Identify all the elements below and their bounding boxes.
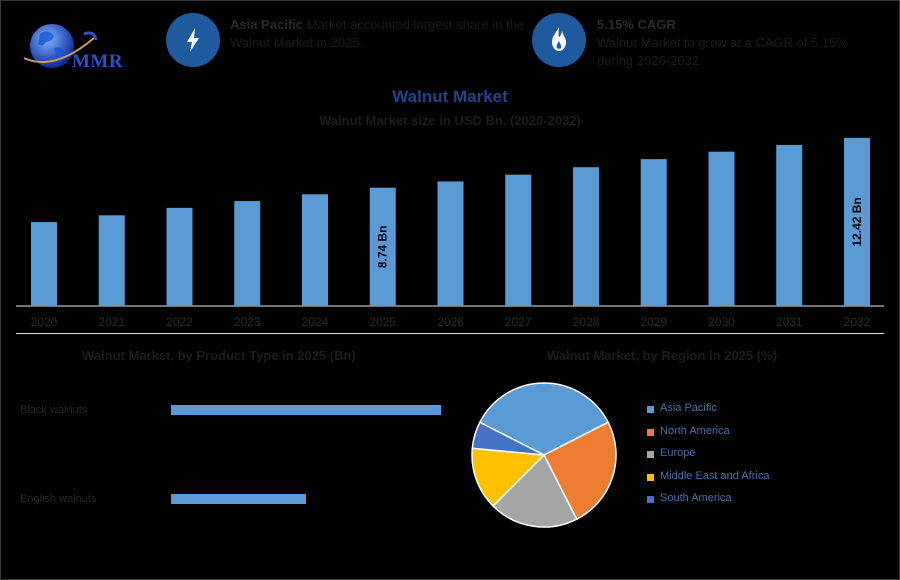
bar-2030 — [708, 151, 735, 306]
product-label: English walnuts — [20, 493, 97, 505]
logo-text: MMR — [72, 51, 124, 72]
chart-title: Walnut Market — [392, 87, 508, 106]
bar-2020 — [31, 222, 57, 306]
x-tick-label: 2026 — [437, 315, 464, 329]
legend-label: South America — [660, 492, 732, 504]
region-title: Walnut Market, by Region in 2025 (%) — [547, 348, 777, 363]
pie-slice — [471, 421, 545, 456]
x-tick-label: 2028 — [573, 315, 600, 329]
data-label: 8.74 Bn — [376, 225, 390, 268]
bar-2024 — [302, 194, 328, 306]
x-tick-label: 2024 — [302, 315, 329, 329]
x-tick-label: 2023 — [234, 315, 261, 329]
lightning-icon — [187, 28, 199, 52]
legend-swatch — [647, 451, 654, 458]
legend-label: Europe — [660, 447, 696, 459]
highlight-asia-pacific: Asia Pacific Market accounted largest sh… — [230, 17, 525, 50]
product-bar — [171, 405, 441, 415]
legend-label: North America — [660, 424, 730, 437]
bar-2022 — [166, 207, 193, 306]
x-tick-label: 2025 — [369, 315, 396, 329]
legend-label: Asia Pacific — [660, 402, 717, 414]
chart-subtitle: Walnut Market size in USD Bn. (2020-2032… — [319, 113, 581, 128]
pie-slice — [478, 382, 610, 456]
pie-slice — [542, 421, 617, 521]
bar-2023 — [234, 201, 261, 306]
bar-2025 — [369, 187, 396, 306]
product-label: Black walnuts — [20, 404, 88, 416]
legend-swatch — [647, 473, 654, 481]
mmr-logo — [23, 24, 98, 68]
bar-2026 — [437, 181, 464, 306]
pie-slice — [471, 447, 546, 507]
bar-2028 — [573, 167, 599, 306]
x-tick-label: 2027 — [505, 315, 532, 329]
x-tick-label: 2022 — [166, 315, 193, 329]
bar-2027 — [505, 174, 532, 306]
legend-swatch — [647, 428, 654, 436]
bar-2031 — [776, 144, 803, 306]
flame-badge — [532, 13, 586, 67]
data-label: 12.42 Bn — [850, 197, 864, 246]
market-size-bar-chart: 2020 2021 2022 2023 2024 2025 8.74 Bn 2026 2027 2… — [16, 137, 884, 329]
x-tick-label: 2020 — [31, 315, 58, 329]
region-pie-chart — [471, 382, 617, 528]
bar-2021 — [98, 215, 125, 306]
section-divider — [16, 333, 884, 334]
x-tick-label: 2021 — [98, 315, 125, 329]
x-tick-label: 2029 — [640, 315, 667, 329]
product-type-title: Walnut Market, by Product Type in 2025 (… — [82, 348, 356, 363]
x-tick-label: 2031 — [776, 315, 803, 329]
bar-2029 — [640, 159, 667, 306]
pie-slice — [492, 453, 578, 528]
x-tick-label: 2032 — [844, 315, 871, 329]
legend-swatch — [647, 496, 654, 503]
product-bar — [171, 494, 306, 504]
legend-label: Middle East and Africa — [660, 469, 770, 482]
bar-2032 — [844, 137, 870, 306]
legend-swatch — [647, 406, 654, 413]
lightning-badge — [166, 13, 220, 67]
flame-icon — [552, 27, 566, 51]
highlight-cagr: 5.15% CAGR Walnut Market to grow at a CAG… — [597, 17, 848, 68]
x-tick-label: 2030 — [708, 315, 735, 329]
